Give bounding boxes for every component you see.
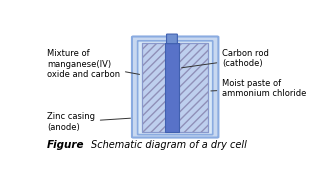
Text: Zinc casing
(anode): Zinc casing (anode)	[47, 112, 131, 132]
Bar	[142, 43, 208, 132]
Text: Moist paste of
ammonium chloride: Moist paste of ammonium chloride	[211, 79, 307, 98]
Bar	[142, 43, 208, 132]
Text: Schematic diagram of a dry cell: Schematic diagram of a dry cell	[91, 140, 246, 150]
Text: Mixture of
manganese(IV)
oxide and carbon: Mixture of manganese(IV) oxide and carbo…	[47, 49, 140, 79]
Bar	[165, 43, 179, 132]
FancyBboxPatch shape	[138, 41, 213, 135]
FancyBboxPatch shape	[166, 34, 177, 44]
Text: Figure: Figure	[47, 140, 84, 150]
Bar	[142, 43, 208, 132]
Text: Carbon rod
(cathode): Carbon rod (cathode)	[182, 49, 269, 68]
FancyBboxPatch shape	[132, 37, 218, 138]
